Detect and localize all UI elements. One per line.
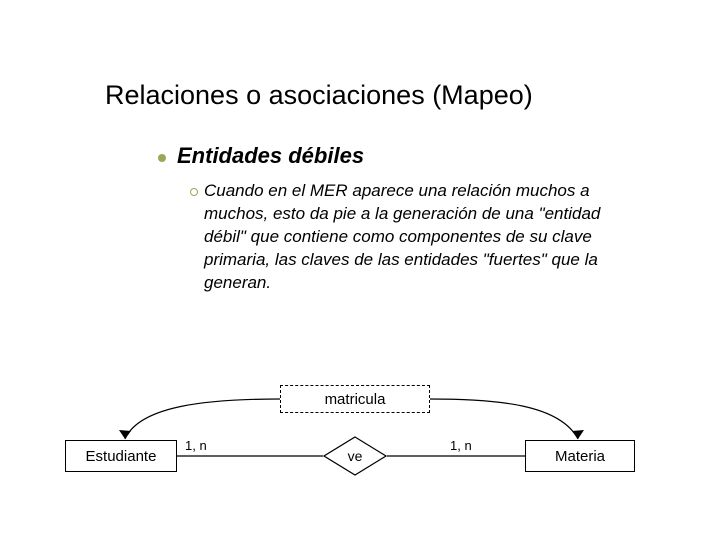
er-diagram: matricula Estudiante Materia ve 1, n 1, …: [0, 0, 720, 540]
entity-right-box: Materia: [525, 440, 635, 472]
entity-right-label: Materia: [555, 448, 605, 465]
cardinality-right: 1, n: [450, 438, 472, 453]
relationship-diamond: ve: [323, 436, 387, 476]
cardinality-left: 1, n: [185, 438, 207, 453]
weak-entity-box: matricula: [280, 385, 430, 413]
relationship-label: ve: [348, 448, 363, 464]
entity-left-box: Estudiante: [65, 440, 177, 472]
weak-entity-label: matricula: [325, 391, 386, 408]
entity-left-label: Estudiante: [86, 448, 157, 465]
